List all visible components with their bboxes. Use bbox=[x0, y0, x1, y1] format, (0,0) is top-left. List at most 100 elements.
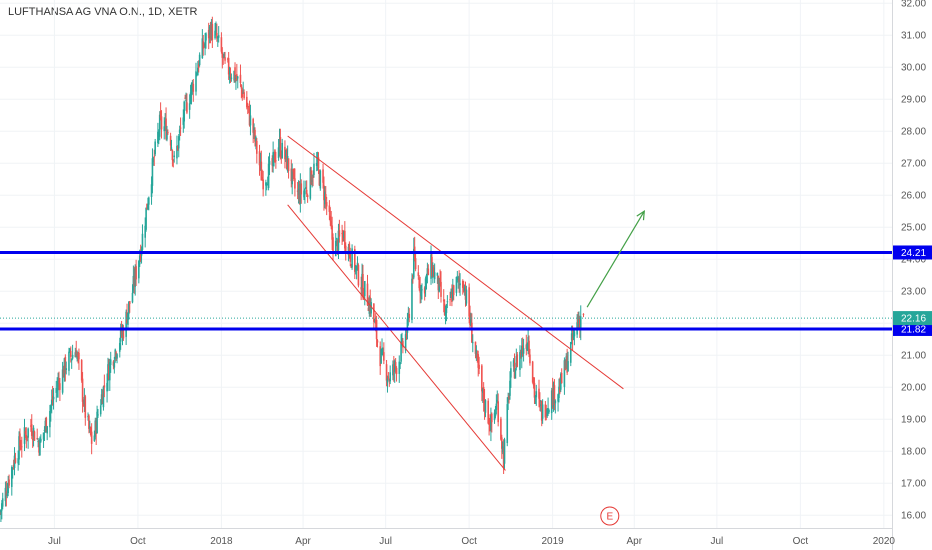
candle-body bbox=[153, 156, 156, 158]
candle-body bbox=[558, 386, 560, 398]
candle-body bbox=[528, 340, 530, 353]
candle-body bbox=[222, 54, 225, 56]
candle-body bbox=[63, 358, 66, 378]
candle-body bbox=[203, 45, 205, 47]
candle-body bbox=[367, 307, 370, 311]
candle-body bbox=[214, 30, 216, 39]
candle-body bbox=[349, 252, 352, 262]
candle-body bbox=[179, 127, 182, 129]
x-tick-label: Jul bbox=[710, 536, 723, 547]
candle-body bbox=[493, 412, 496, 421]
candle-body bbox=[401, 338, 403, 342]
candle-body bbox=[450, 291, 452, 299]
candle-body bbox=[120, 329, 123, 335]
candle-body bbox=[373, 303, 375, 322]
candle-body bbox=[38, 442, 40, 453]
candle-body bbox=[305, 187, 307, 189]
candle-body bbox=[24, 431, 27, 434]
candle-body bbox=[370, 302, 372, 314]
candle-body bbox=[192, 83, 195, 92]
candle-body bbox=[57, 381, 59, 389]
y-tick-label: 30.00 bbox=[901, 63, 926, 74]
candle-body bbox=[423, 287, 426, 294]
candle-body bbox=[202, 41, 205, 49]
candle-body bbox=[1, 498, 4, 507]
level-price-badge bbox=[893, 321, 932, 336]
candle-body bbox=[317, 157, 320, 169]
candle-body bbox=[259, 161, 262, 163]
candle-body bbox=[138, 255, 141, 265]
candle-body bbox=[100, 394, 103, 405]
candle-body bbox=[64, 356, 67, 374]
candle-body bbox=[226, 58, 229, 60]
candle-body bbox=[189, 92, 192, 104]
candle-body bbox=[318, 171, 321, 186]
candle-body bbox=[23, 427, 26, 444]
candle-body bbox=[170, 147, 173, 149]
candle-body bbox=[284, 146, 286, 160]
candle-body bbox=[305, 189, 308, 194]
candle-body bbox=[445, 305, 448, 314]
candle-body bbox=[567, 361, 569, 372]
candle-body bbox=[506, 404, 509, 444]
candle-body bbox=[330, 220, 333, 227]
y-tick-label: 20.00 bbox=[901, 383, 926, 394]
candle-body bbox=[300, 183, 303, 195]
candle-body bbox=[165, 118, 167, 140]
candle-body bbox=[108, 365, 110, 380]
candle-body bbox=[186, 102, 188, 113]
candle-body bbox=[209, 28, 212, 40]
candle-body bbox=[491, 413, 493, 423]
candle-body bbox=[216, 32, 218, 39]
candle-body bbox=[469, 314, 471, 326]
candle-body bbox=[344, 230, 346, 249]
candle-body bbox=[197, 64, 200, 68]
candle-body bbox=[4, 487, 7, 502]
candle-body bbox=[395, 367, 398, 375]
candle-body bbox=[474, 341, 477, 354]
candle-body bbox=[497, 401, 499, 423]
candle-body bbox=[40, 438, 42, 442]
candle-body bbox=[253, 127, 255, 131]
candle-body bbox=[19, 433, 21, 447]
candle-body bbox=[348, 243, 351, 256]
candle-body bbox=[313, 163, 315, 175]
candle-body bbox=[369, 297, 372, 312]
candle-body bbox=[177, 145, 179, 150]
candle-body bbox=[572, 332, 575, 339]
candle-body bbox=[190, 83, 193, 96]
candle-body bbox=[150, 184, 153, 198]
candle-body bbox=[114, 349, 117, 359]
candle-body bbox=[500, 418, 502, 440]
candle-body bbox=[451, 294, 453, 302]
candle-body bbox=[540, 401, 543, 421]
candle-body bbox=[420, 286, 422, 297]
candle-body bbox=[5, 491, 8, 496]
y-tick-label: 23.00 bbox=[901, 287, 926, 298]
candle-body bbox=[148, 197, 150, 205]
candle-body bbox=[233, 70, 235, 81]
candle-body bbox=[433, 272, 436, 280]
candle-body bbox=[303, 190, 305, 198]
candle-body bbox=[198, 54, 201, 65]
candle-body bbox=[147, 204, 149, 209]
candle-body bbox=[207, 29, 210, 39]
candle-body bbox=[510, 368, 512, 378]
candle-body bbox=[363, 281, 366, 296]
candle-body bbox=[247, 106, 250, 108]
candle-body bbox=[357, 265, 360, 286]
candle-body bbox=[514, 369, 517, 379]
candle-body bbox=[446, 301, 449, 303]
candle-body bbox=[273, 152, 275, 156]
candle-body bbox=[481, 365, 483, 392]
candle-body bbox=[406, 318, 409, 333]
time-axis[interactable]: Jul Oct 2018 Apr Jul Oct 2019 Apr Jul Oct 2020 bbox=[0, 528, 895, 548]
candle-body bbox=[211, 23, 214, 41]
candle-body bbox=[265, 184, 268, 186]
candle-body bbox=[412, 248, 415, 278]
candle-body bbox=[12, 464, 15, 468]
candle-body bbox=[323, 185, 325, 201]
price-axis[interactable]: 16.0017.0018.0019.0020.0021.0022.0023.00… bbox=[892, 0, 932, 550]
candle-body bbox=[541, 404, 544, 419]
